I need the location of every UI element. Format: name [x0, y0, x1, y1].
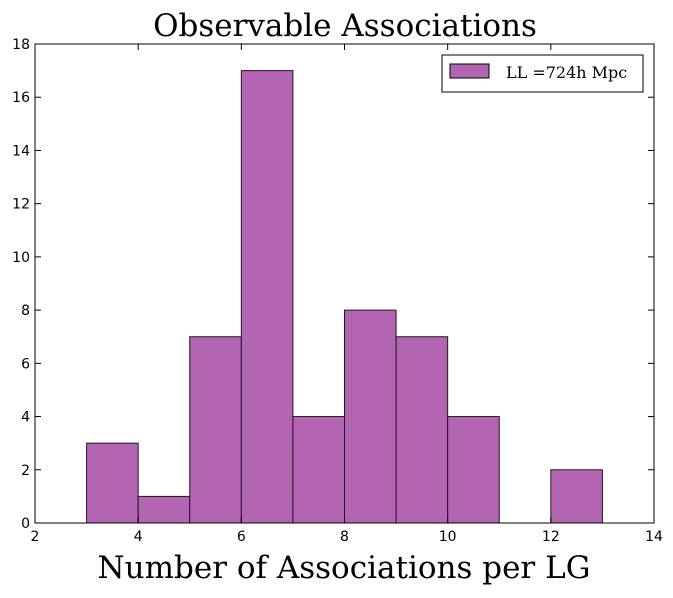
y-tick-label-18: 18 — [12, 37, 30, 53]
y-tick-label-16: 16 — [12, 90, 30, 106]
ticks-layer — [34, 43, 655, 524]
histogram-bar-10-11 — [447, 416, 500, 524]
histogram-bar-6-7 — [240, 70, 294, 524]
y-tick-label-2: 2 — [21, 463, 30, 479]
chart-title: Observable Associations — [153, 8, 537, 44]
x-tick-label-8: 8 — [340, 529, 349, 545]
histogram-bar-5-6 — [189, 336, 242, 524]
legend-label: LL =724h Mpc — [506, 63, 627, 82]
histogram-bar-4-5 — [137, 495, 191, 524]
histogram-bar-7-8 — [292, 416, 345, 524]
histogram-bar-3-4 — [86, 442, 139, 524]
y-tick-label-14: 14 — [12, 143, 30, 159]
y-tick-label-8: 8 — [21, 303, 30, 319]
x-tick-label-14: 14 — [645, 529, 663, 545]
y-tick-label-10: 10 — [12, 250, 30, 266]
x-tick-label-6: 6 — [237, 529, 246, 545]
legend: LL =724h Mpc — [441, 54, 644, 93]
histogram-bar-9-10 — [395, 336, 449, 524]
histogram-bar-8-9 — [344, 309, 397, 524]
bars-layer — [86, 70, 603, 524]
x-axis-label: Number of Associations per LG — [98, 550, 591, 586]
y-tick-label-6: 6 — [21, 356, 30, 372]
legend-swatch — [449, 63, 490, 79]
y-tick-label-4: 4 — [21, 410, 30, 426]
histogram-bar-12-13 — [550, 469, 603, 524]
y-tick-label-0: 0 — [21, 516, 30, 532]
x-tick-label-12: 12 — [542, 529, 560, 545]
x-tick-label-2: 2 — [31, 529, 40, 545]
x-tick-label-10: 10 — [439, 529, 457, 545]
x-tick-label-4: 4 — [134, 529, 143, 545]
y-tick-label-12: 12 — [12, 197, 30, 213]
